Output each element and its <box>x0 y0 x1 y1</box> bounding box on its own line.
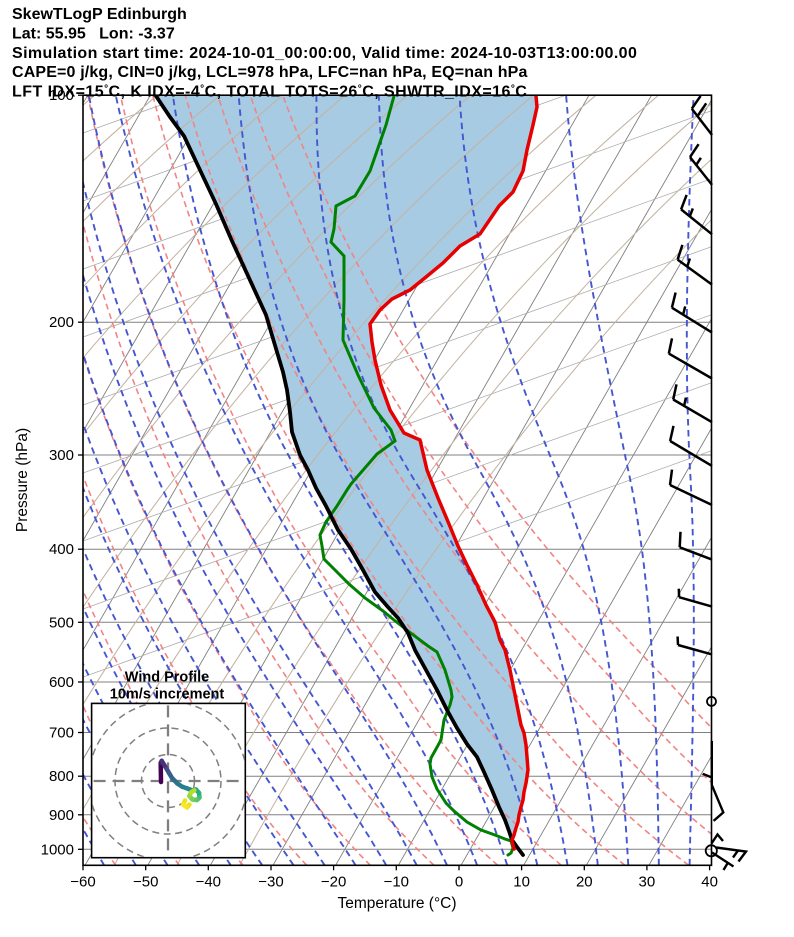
svg-text:−50: −50 <box>133 873 158 890</box>
svg-text:0: 0 <box>455 873 463 890</box>
svg-text:Lat: 55.95 Lon: -3.37: Lat: 55.95 Lon: -3.37 <box>12 25 175 42</box>
svg-text:20: 20 <box>576 873 593 890</box>
svg-text:−30: −30 <box>258 873 283 890</box>
svg-text:−20: −20 <box>321 873 346 890</box>
svg-text:10m/s increment: 10m/s increment <box>110 687 225 703</box>
svg-text:LFT IDX=15°C, K IDX=-4°C, TOTA: LFT IDX=15°C, K IDX=-4°C, TOTAL TOTS=26°… <box>12 84 527 101</box>
svg-text:Pressure (hPa): Pressure (hPa) <box>14 428 31 532</box>
svg-text:Wind Profile: Wind Profile <box>125 670 209 686</box>
svg-text:300: 300 <box>49 447 74 464</box>
svg-text:1000: 1000 <box>41 841 74 858</box>
svg-text:600: 600 <box>49 674 74 691</box>
svg-text:Simulation start time: 2024-10: Simulation start time: 2024-10-01_00:00:… <box>12 45 637 62</box>
svg-text:−10: −10 <box>384 873 409 890</box>
svg-text:900: 900 <box>49 807 74 824</box>
svg-text:400: 400 <box>49 541 74 558</box>
svg-text:100: 100 <box>49 87 74 104</box>
svg-text:700: 700 <box>49 725 74 742</box>
svg-text:−40: −40 <box>196 873 221 890</box>
svg-text:800: 800 <box>49 768 74 785</box>
svg-text:10: 10 <box>513 873 530 890</box>
svg-text:Temperature (°C): Temperature (°C) <box>337 895 456 912</box>
svg-text:CAPE=0 j/kg, CIN=0 j/kg, LCL=9: CAPE=0 j/kg, CIN=0 j/kg, LCL=978 hPa, LF… <box>12 64 528 81</box>
svg-text:−60: −60 <box>70 873 95 890</box>
svg-text:200: 200 <box>49 314 74 331</box>
svg-text:40: 40 <box>701 873 718 890</box>
svg-text:30: 30 <box>639 873 656 890</box>
svg-text:500: 500 <box>49 614 74 631</box>
svg-text:SkewTLogP Edinburgh: SkewTLogP Edinburgh <box>12 6 187 23</box>
